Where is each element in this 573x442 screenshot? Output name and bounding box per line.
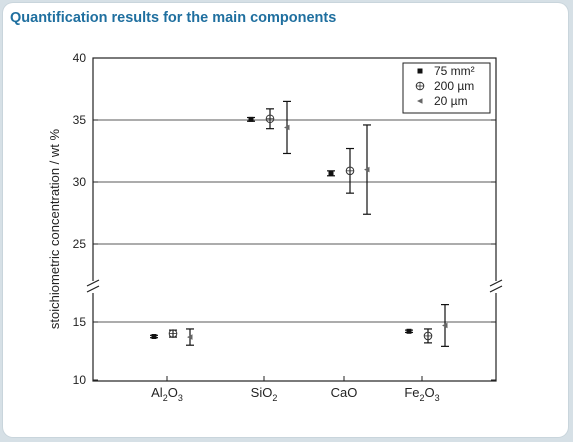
y-axis-label: stoichiometric concentration / wt % [47, 128, 62, 329]
x-tick-label-3: Fe2O3 [404, 385, 439, 403]
grid-lines [93, 119, 496, 323]
y-tick-label-2: 25 [73, 237, 87, 251]
marker [406, 328, 412, 334]
point-s1-c3 [423, 328, 433, 344]
point-s0-c3 [405, 328, 413, 334]
point-s2-c2 [363, 124, 371, 215]
point-s2-c0 [186, 328, 194, 346]
point-s0-c2 [327, 170, 335, 177]
legend-marker-2 [417, 98, 423, 104]
x-tick-label-1: SiO2 [251, 385, 278, 403]
marker [364, 166, 370, 173]
legend-label-2: 20 µm [434, 94, 468, 108]
marker [345, 166, 355, 176]
y-tick-label-3: 30 [73, 175, 87, 189]
data-marks [150, 100, 449, 347]
point-s1-c1 [265, 108, 275, 130]
axis-break-slash-0b [86, 285, 100, 293]
marker [187, 334, 193, 340]
y-ticks: 10 15 25 30 35 40 [73, 51, 496, 387]
axis-breaks [86, 279, 503, 293]
x-tick-label-0: Al2O3 [151, 385, 183, 403]
axis-break-slash-0a [86, 279, 100, 287]
legend-label-0: 75 mm² [434, 64, 475, 78]
marker [328, 170, 334, 176]
x-tick-label-2: CaO [331, 385, 358, 400]
marker [423, 331, 433, 341]
x-ticks: Al2O3 SiO2 CaO Fe2O3 [151, 376, 440, 403]
marker [442, 322, 448, 329]
axis-break-slash-1b [489, 285, 503, 293]
legend-marker-0 [417, 68, 423, 74]
y-tick-label-1: 15 [73, 315, 87, 329]
axis-break-slash-1a [489, 279, 503, 287]
marker [248, 116, 254, 122]
y-tick-label-5: 40 [73, 51, 87, 65]
y-tick-label-0: 10 [73, 373, 87, 387]
point-s2-c1 [283, 100, 291, 155]
legend-marker-1 [415, 81, 425, 91]
page-title: Quantification results for the main comp… [10, 10, 337, 26]
point-s1-c2 [345, 147, 355, 194]
marker [151, 334, 157, 339]
plot-frame [92, 57, 497, 382]
point-s1-c0 [168, 329, 178, 338]
legend-label-1: 200 µm [434, 79, 474, 93]
point-s0-c0 [150, 334, 158, 339]
y-tick-label-4: 35 [73, 113, 87, 127]
marker [168, 329, 178, 338]
point-s2-c3 [441, 304, 449, 347]
marker [284, 124, 290, 131]
marker [265, 114, 275, 124]
point-s0-c1 [247, 116, 255, 122]
